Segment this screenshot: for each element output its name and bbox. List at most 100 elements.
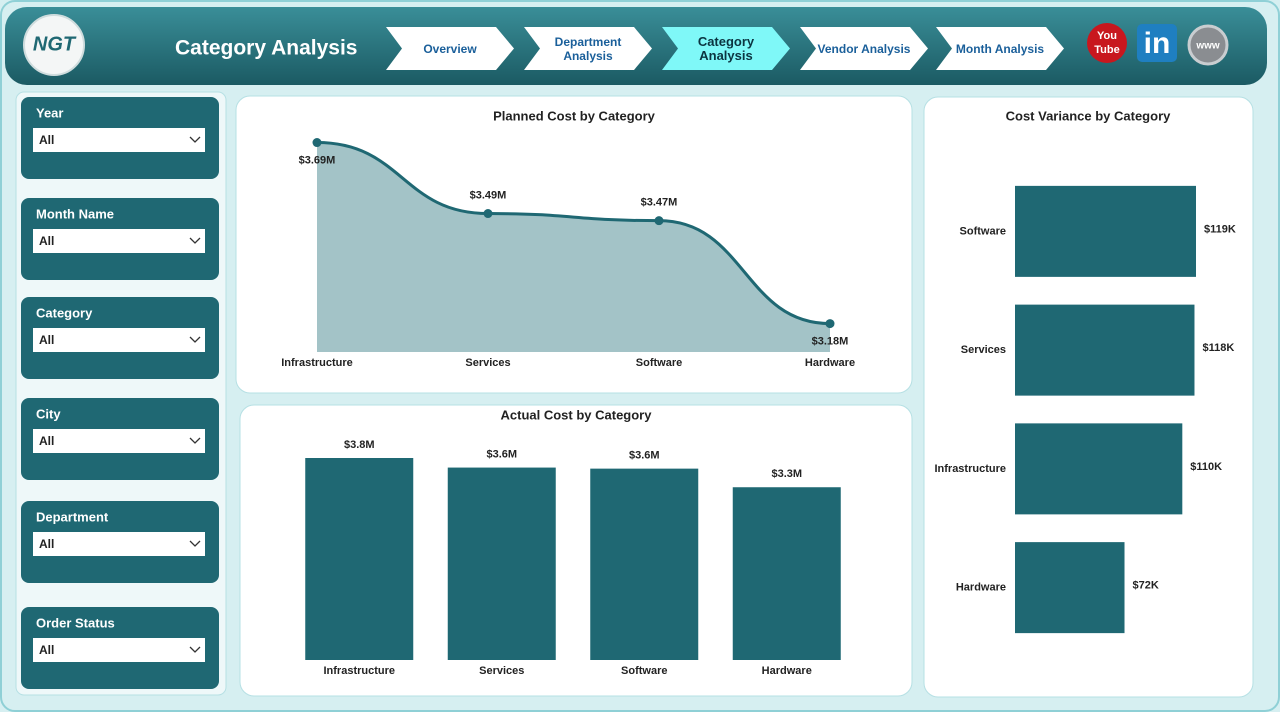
dropdown-chevron bbox=[189, 646, 201, 653]
logo-text: NGT bbox=[33, 33, 77, 55]
nav-button[interactable] bbox=[936, 27, 1064, 70]
value-label: $3.8M bbox=[344, 439, 375, 451]
dropdown-chevron bbox=[189, 540, 201, 547]
y-tick-label: Software bbox=[960, 225, 1006, 237]
value-label: $72K bbox=[1133, 580, 1159, 592]
nav-label-wrap: Category Analysis bbox=[674, 27, 778, 70]
dropdown-chevron bbox=[189, 237, 201, 244]
value-label: $3.49M bbox=[470, 189, 507, 201]
slicer-label: City bbox=[36, 406, 61, 421]
x-tick-label: Hardware bbox=[762, 665, 812, 677]
bar bbox=[1015, 542, 1125, 634]
bar bbox=[447, 467, 556, 660]
y-tick-label: Infrastructure bbox=[934, 463, 1006, 475]
nav-label[interactable]: Month Analysis bbox=[955, 41, 1045, 56]
social: You Tube in www bbox=[1087, 23, 1229, 66]
bar bbox=[732, 487, 841, 660]
x-tick-label: Software bbox=[636, 357, 682, 369]
y-tick-label: Hardware bbox=[956, 582, 1006, 594]
slicer-label: Month Name bbox=[36, 206, 114, 221]
nav-label-box: Overview bbox=[398, 27, 502, 70]
area bbox=[317, 142, 830, 352]
x-tick-label: Services bbox=[465, 357, 510, 369]
slicer-value: All bbox=[39, 643, 54, 657]
nav-button[interactable] bbox=[800, 27, 928, 70]
slicer-value: All bbox=[39, 537, 54, 551]
nav: Overview Department Analysis Category Anal… bbox=[386, 27, 1064, 70]
value-label: $3.6M bbox=[486, 448, 517, 460]
slicer-dropdown[interactable] bbox=[33, 229, 205, 253]
x-tick-label: Infrastructure bbox=[323, 665, 395, 677]
charts: Planned Cost by Category $3.69M Infrastruc… bbox=[281, 108, 1236, 676]
slicer-dropdown[interactable] bbox=[33, 532, 205, 556]
page-title: Category Analysis bbox=[175, 37, 357, 60]
nav-label-wrap: Month Analysis bbox=[948, 27, 1052, 70]
bar bbox=[1015, 304, 1195, 396]
nav-label[interactable]: Overview bbox=[423, 41, 477, 56]
x-tick-label: Software bbox=[621, 665, 667, 677]
filter-panel bbox=[15, 91, 227, 696]
chart-title: Cost Variance by Category bbox=[1006, 108, 1171, 123]
x-tick-label: Services bbox=[479, 665, 524, 677]
web-text: www bbox=[1195, 41, 1220, 52]
nav-label-wrap: Overview bbox=[398, 27, 502, 70]
value-label: $3.47M bbox=[641, 197, 678, 209]
slicer-dropdown[interactable] bbox=[33, 328, 205, 352]
bar bbox=[305, 458, 414, 660]
youtube-text: You bbox=[1097, 30, 1117, 42]
nav-button[interactable] bbox=[662, 27, 790, 70]
value-label: $110K bbox=[1190, 461, 1222, 473]
slicer-dropdown[interactable] bbox=[33, 638, 205, 662]
nav-label-box: Category Analysis bbox=[674, 27, 778, 70]
slicer-value: All bbox=[39, 234, 54, 248]
bar bbox=[1015, 185, 1196, 277]
nav-label[interactable]: Category Analysis bbox=[697, 33, 755, 63]
point bbox=[654, 216, 664, 226]
value-label: $119K bbox=[1204, 223, 1236, 235]
nav-button[interactable] bbox=[386, 27, 514, 70]
nav-label-wrap: Department Analysis bbox=[536, 27, 640, 70]
dropdown-chevron bbox=[189, 437, 201, 444]
dropdown-chevron bbox=[189, 336, 201, 343]
slicer-value: All bbox=[39, 133, 54, 147]
nav-label-box: Month Analysis bbox=[948, 27, 1052, 70]
slicer-value: All bbox=[39, 434, 54, 448]
slicer-value: All bbox=[39, 333, 54, 347]
youtube-icon[interactable] bbox=[1087, 23, 1127, 63]
slicer-label: Category bbox=[36, 305, 93, 320]
value-label: $3.3M bbox=[771, 468, 802, 480]
y-tick-label: Services bbox=[961, 344, 1006, 356]
web-icon[interactable] bbox=[1187, 24, 1229, 66]
youtube-text: Tube bbox=[1094, 44, 1119, 56]
nav-label[interactable]: Department Analysis bbox=[554, 34, 622, 63]
point bbox=[825, 319, 835, 329]
logo bbox=[23, 14, 85, 76]
value-label: $3.6M bbox=[629, 450, 660, 462]
x-tick-label: Hardware bbox=[805, 357, 855, 369]
point bbox=[312, 138, 322, 148]
bar bbox=[1015, 423, 1183, 515]
value-label: $118K bbox=[1202, 342, 1234, 354]
chart-title: Actual Cost by Category bbox=[501, 407, 653, 422]
nav-button[interactable] bbox=[524, 27, 652, 70]
slicer-label: Year bbox=[36, 105, 63, 120]
nav-label-box: Vendor Analysis bbox=[812, 27, 916, 70]
dropdown-chevron bbox=[189, 136, 201, 143]
bar bbox=[590, 468, 699, 660]
linkedin-text: in bbox=[1144, 27, 1171, 60]
nav-label[interactable]: Vendor Analysis bbox=[817, 41, 911, 56]
slicer-dropdown[interactable] bbox=[33, 429, 205, 453]
filters: Year All Month Name All Category All City All De… bbox=[21, 97, 219, 689]
line bbox=[316, 141, 831, 326]
nav-label-box: Department Analysis bbox=[536, 27, 640, 70]
nav-label-wrap: Vendor Analysis bbox=[812, 27, 916, 70]
slicer-dropdown[interactable] bbox=[33, 128, 205, 152]
chart-title: Planned Cost by Category bbox=[493, 108, 656, 123]
point bbox=[483, 209, 493, 219]
value-label: $3.18M bbox=[812, 336, 849, 348]
slicer-label: Department bbox=[36, 509, 109, 524]
x-tick-label: Infrastructure bbox=[281, 357, 353, 369]
linkedin-icon[interactable] bbox=[1137, 24, 1177, 62]
